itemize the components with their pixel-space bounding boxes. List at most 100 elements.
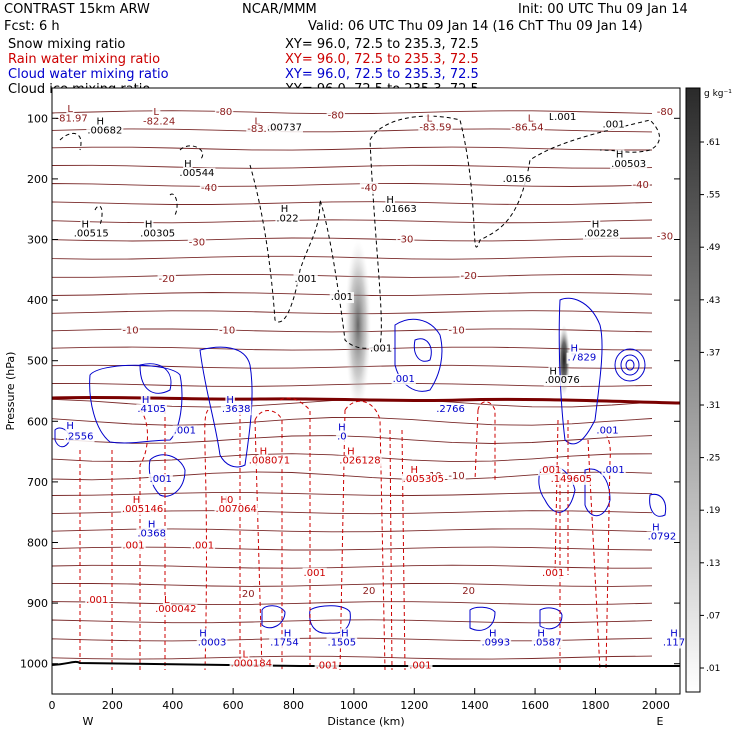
isotherm-line [52, 201, 653, 206]
contour-label: .0368 [137, 528, 166, 539]
label-background [143, 219, 154, 231]
contour-label: H [184, 159, 192, 170]
isotherm-line [52, 528, 653, 533]
cloud-water-contours [54, 297, 667, 634]
contour-label: H [537, 628, 545, 639]
label-background [131, 495, 142, 507]
contour-label: -80 [657, 107, 673, 118]
contour-label: .001 [596, 425, 618, 436]
label-background [326, 110, 345, 122]
isotherm-line [52, 146, 652, 151]
isotherm-line [52, 601, 653, 606]
contour-label: H [386, 195, 394, 206]
isotherm-line [52, 255, 653, 260]
label-background [269, 637, 300, 649]
isotherm-line [52, 417, 653, 426]
x-tick-label: 2000 [642, 699, 670, 712]
x-axis: 0 200 400 600 800 1000 1200 1400 1600 1800 2000 [49, 688, 670, 712]
isotherm-line [52, 453, 653, 463]
colorbar-tick-label: .13 [706, 559, 720, 569]
contour-label: .3638 [222, 404, 251, 415]
label-background [566, 352, 598, 364]
label-background [146, 519, 157, 531]
contour-label: .001 [393, 374, 415, 385]
contour-label: -83.59 [419, 122, 451, 133]
x-axis-label: Distance (km) [327, 715, 404, 728]
label-background [536, 628, 546, 640]
label-background [538, 464, 563, 476]
legend-rain-xy: XY= 96.0, 72.5 to 235.3, 72.5 [285, 52, 479, 67]
isotherm-line [52, 237, 653, 242]
label-background [425, 113, 434, 125]
label-background [121, 540, 146, 552]
label-background [651, 522, 661, 534]
isotherm-line [52, 583, 653, 587]
contour-label: .001 [331, 292, 353, 303]
contour-label: .001 [602, 465, 624, 476]
contour-label: H [571, 344, 579, 355]
contour-label: H [411, 465, 419, 476]
isotherm-line [52, 273, 653, 278]
contour-label: L [153, 107, 159, 118]
label-background [346, 446, 356, 458]
isotherm-line [52, 619, 653, 624]
contour-label: -40 [201, 183, 217, 194]
contour-label: L [549, 112, 555, 123]
contour-label: H [338, 422, 346, 433]
label-background [140, 395, 151, 407]
contour-label: -10 [122, 325, 138, 336]
isotherm-line [52, 346, 653, 351]
contour-label: H [281, 204, 289, 215]
label-background [302, 567, 327, 579]
label-background [54, 113, 89, 125]
label-background [282, 628, 293, 640]
label-background [501, 173, 533, 185]
y-tick-label: 300 [27, 234, 48, 247]
label-background [214, 504, 258, 516]
contour-label: .001 [174, 425, 196, 436]
label-background [655, 231, 675, 243]
label-background [385, 195, 395, 207]
label-background [121, 325, 140, 337]
label-background [214, 107, 234, 119]
contour-label: .0993 [482, 637, 511, 648]
label-background [183, 158, 193, 170]
label-background [220, 404, 252, 416]
contour-label: -30 [189, 238, 205, 249]
label-background [569, 343, 580, 355]
contour-label: -10 [448, 325, 464, 336]
legend-snow: Snow mixing ratio [8, 37, 125, 52]
contour-label: L [528, 113, 534, 124]
contour-label: -80 [216, 107, 232, 118]
label-background [142, 116, 177, 128]
contour-label: .00515 [74, 228, 109, 239]
label-background [247, 455, 292, 467]
contour-label: .0156 [503, 174, 532, 185]
label-background [162, 595, 171, 607]
contour-label: -40 [633, 180, 649, 191]
contour-label: .0003 [198, 637, 227, 648]
colorbar-tick-label: .19 [706, 506, 721, 516]
contour-label: .2766 [436, 404, 465, 415]
isotherm-line [52, 492, 653, 496]
y-tick-label: 700 [27, 476, 48, 489]
contour-label: -40 [361, 183, 377, 194]
y-tick-label: 1000 [20, 658, 48, 671]
contour-label: L [67, 104, 73, 115]
label-background [669, 628, 679, 640]
label-background [326, 637, 358, 649]
label-background [510, 122, 545, 134]
label-background [396, 234, 415, 246]
label-background [219, 495, 229, 507]
contour-label: .001 [409, 661, 431, 672]
colorbar-tick-label: .49 [706, 243, 721, 253]
legend-rain: Rain water mixing ratio [8, 52, 160, 67]
contour-label: .00228 [584, 228, 619, 239]
contour-label: .001 [122, 541, 144, 552]
isotherm-line [52, 219, 653, 224]
colorbar-tick-label: .01 [706, 664, 720, 674]
isotherm-line [52, 655, 653, 660]
label-background [198, 628, 208, 640]
freezing-level-line [52, 395, 680, 405]
colorbar-tick-label: .55 [706, 191, 720, 201]
